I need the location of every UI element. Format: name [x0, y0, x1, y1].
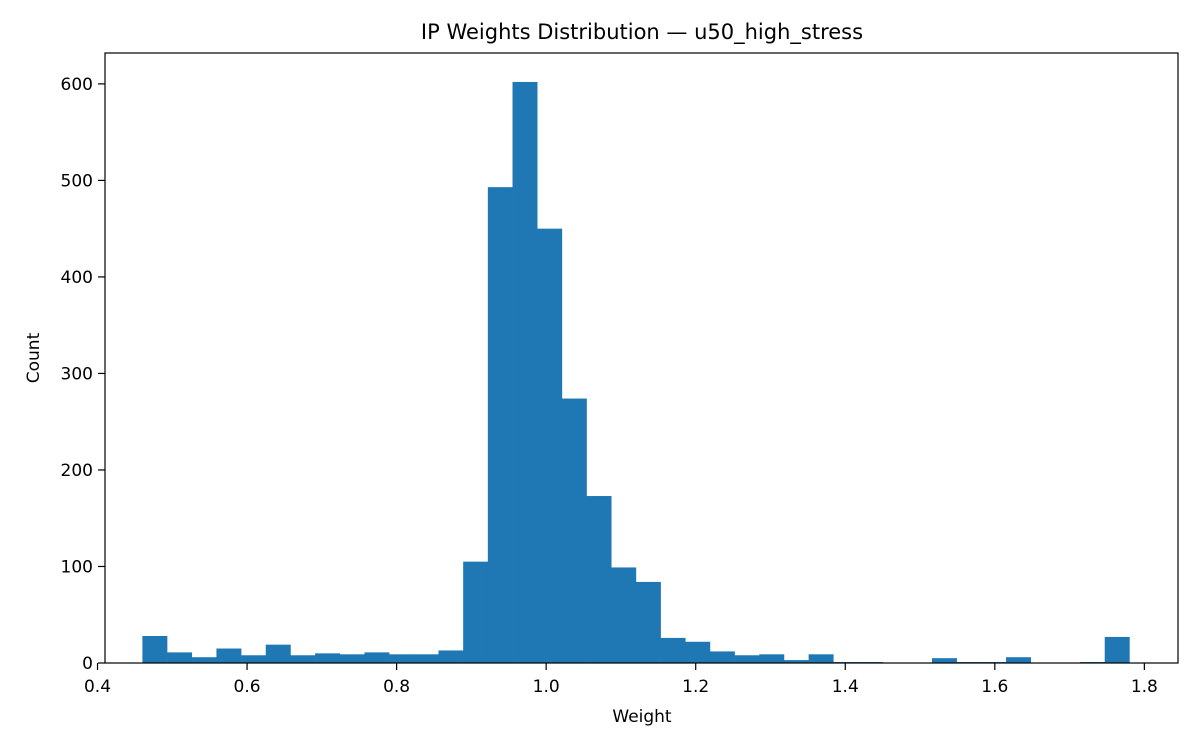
y-tick-label: 400 — [61, 268, 93, 288]
x-tick-label: 1.8 — [1131, 677, 1158, 697]
histogram-bar — [167, 652, 193, 663]
histogram-bar — [635, 581, 661, 663]
histogram-bar — [315, 653, 341, 663]
histogram-bar — [413, 654, 439, 663]
histogram-bar — [759, 654, 785, 663]
x-axis-ticks: 0.4 0.6 0.8 1.0 1.2 1.4 1.6 1.8 — [84, 663, 1158, 697]
histogram-bar — [216, 648, 242, 663]
histogram-bar — [438, 650, 464, 663]
histogram-bar — [389, 654, 415, 663]
y-tick-label: 200 — [61, 461, 93, 481]
histogram-bar — [463, 561, 489, 663]
histogram-bar — [241, 655, 267, 663]
histogram-bar — [364, 652, 390, 663]
bars-group — [142, 81, 1130, 664]
histogram-bar — [561, 398, 587, 663]
histogram-bar — [734, 655, 760, 663]
x-tick-label: 1.2 — [682, 677, 709, 697]
histogram-bar — [931, 658, 957, 663]
histogram-bar — [290, 655, 316, 663]
histogram-bar — [487, 187, 513, 664]
histogram-bar — [808, 654, 834, 663]
x-tick-label: 0.6 — [234, 677, 261, 697]
x-tick-label: 0.8 — [383, 677, 410, 697]
y-tick-label: 0 — [82, 654, 93, 674]
y-tick-label: 500 — [61, 171, 93, 191]
histogram-bar — [660, 637, 686, 663]
histogram-bar — [611, 567, 637, 663]
y-tick-label: 100 — [61, 557, 93, 577]
histogram-bar — [1006, 657, 1031, 663]
histogram-bar — [709, 651, 735, 663]
x-tick-label: 1.6 — [981, 677, 1008, 697]
histogram-bar — [586, 496, 612, 663]
plot-frame — [104, 52, 1179, 664]
histogram-bar — [339, 654, 365, 663]
histogram-bar — [512, 81, 538, 664]
x-tick-label: 1.0 — [533, 677, 560, 697]
y-axis-ticks: 0 100 200 300 400 500 600 — [61, 75, 105, 674]
histogram-bar — [265, 644, 291, 663]
x-tick-label: 1.4 — [832, 677, 859, 697]
chart-title: IP Weights Distribution — u50_high_stres… — [421, 20, 863, 45]
y-tick-label: 300 — [61, 364, 93, 384]
histogram-bar — [537, 228, 563, 663]
histogram-bar — [142, 635, 168, 663]
y-axis-label: Count — [24, 332, 44, 383]
x-axis-label: Weight — [612, 707, 672, 727]
y-tick-label: 600 — [61, 75, 93, 95]
histogram-bar — [783, 660, 809, 663]
histogram-bar — [685, 641, 711, 663]
histogram-bar — [191, 657, 217, 663]
x-tick-label: 0.4 — [84, 677, 111, 697]
histogram-bar — [1104, 636, 1130, 663]
